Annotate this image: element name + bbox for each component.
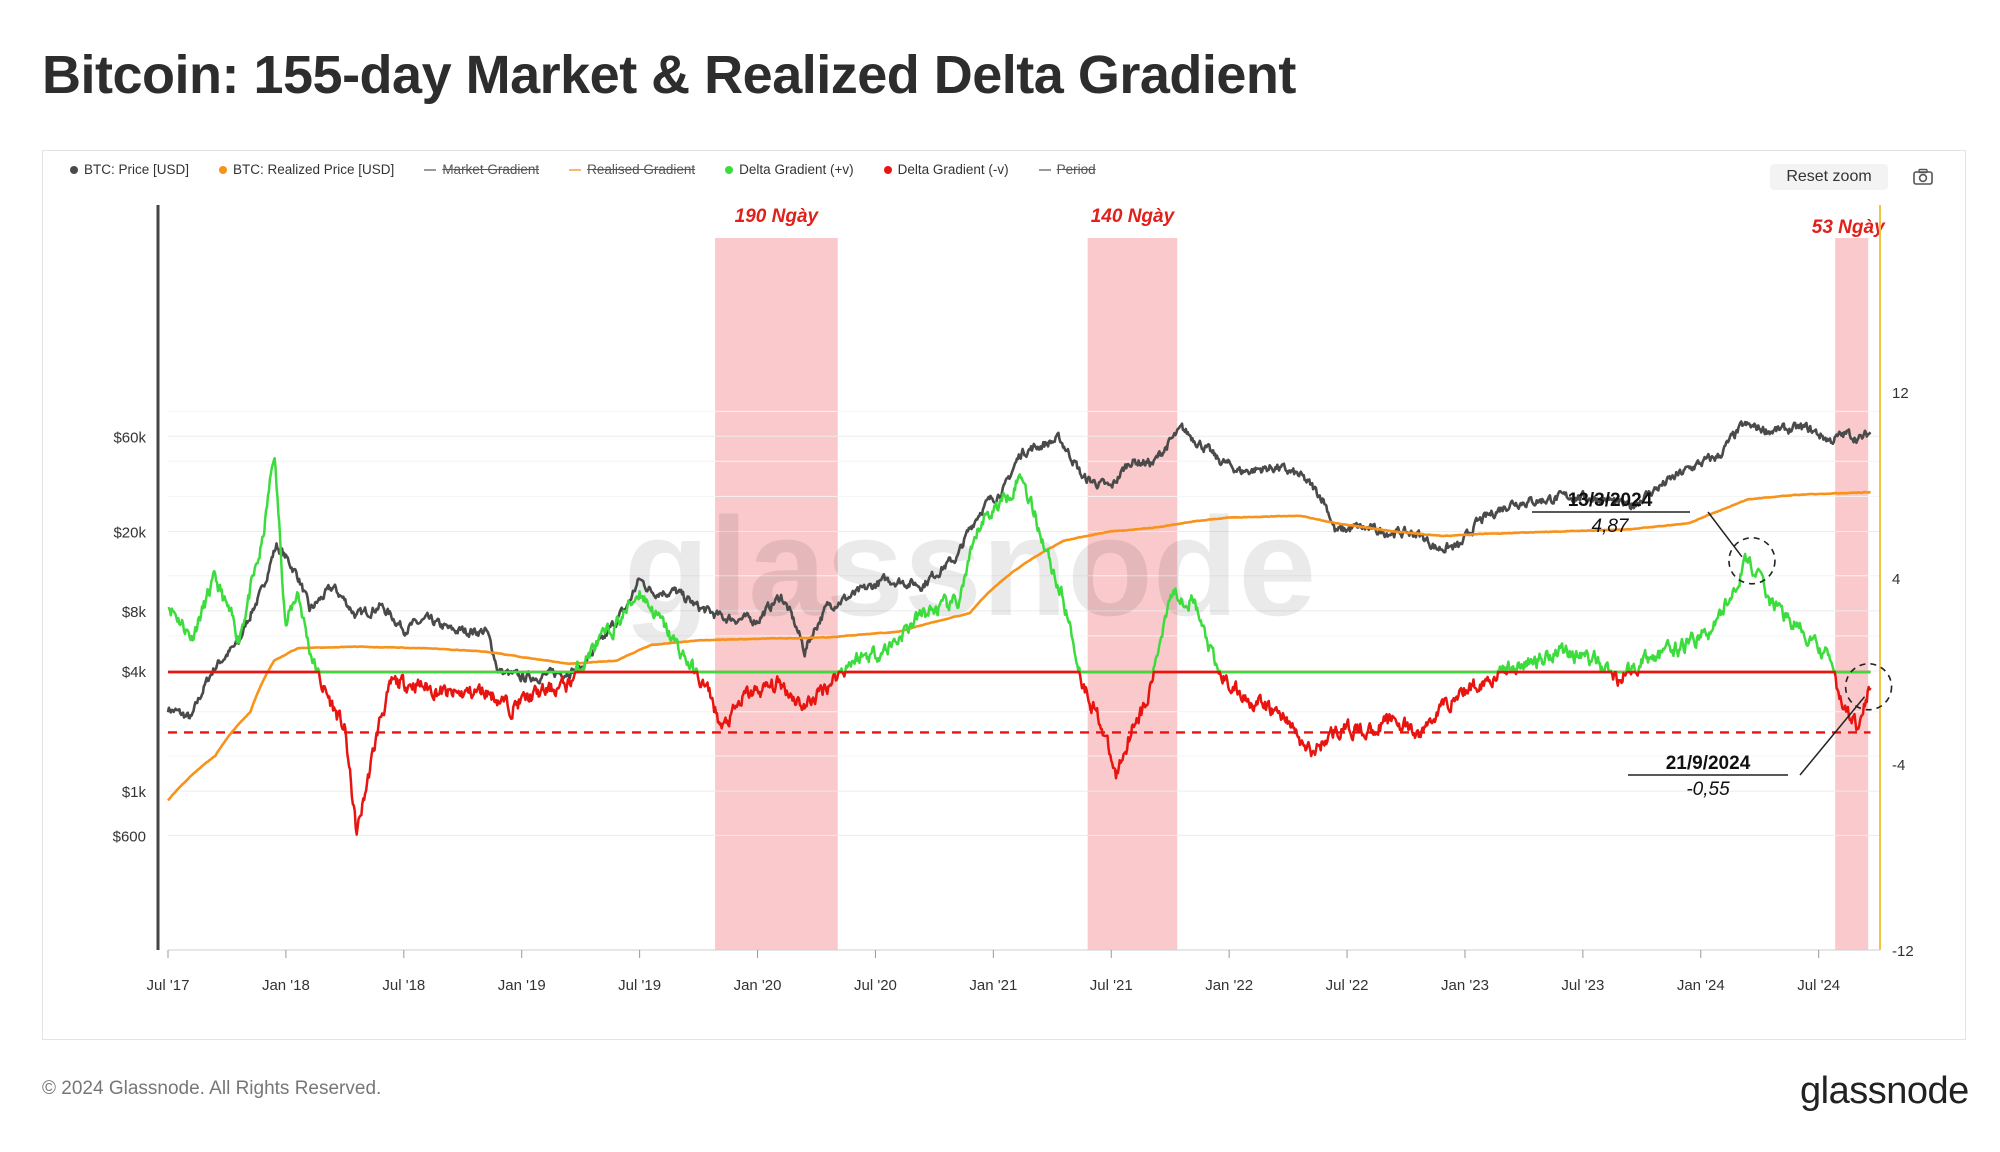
legend-line-icon [424, 168, 437, 171]
y-left-tick-label: $20k [113, 525, 146, 542]
chart-title: Bitcoin: 155-day Market & Realized Delta… [42, 45, 1296, 105]
series-delta-negative [167, 670, 1872, 836]
legend-label: Realised Gradient [587, 162, 696, 177]
glassnode-logo: glassnode [1800, 1070, 1969, 1112]
legend-label: Period [1056, 162, 1096, 177]
period-label: 140 Ngày [1091, 206, 1176, 227]
legend-line-icon [569, 168, 582, 171]
legend-label: Delta Gradient (+v) [739, 162, 854, 177]
x-tick-label: Jan '23 [1441, 977, 1489, 994]
series-btc-price [166, 420, 1872, 720]
legend-label: BTC: Price [USD] [84, 162, 190, 177]
legend-item-realised-gradient[interactable]: Realised Gradient [569, 162, 695, 177]
legend-item-btc-price-usd[interactable]: BTC: Price [USD] [70, 162, 189, 177]
x-tick-label: Jan '18 [262, 977, 310, 994]
legend-dot-icon [219, 165, 228, 174]
legend-dot-icon [883, 165, 892, 174]
shaded-period [715, 238, 838, 950]
legend-label: BTC: Realized Price [USD] [233, 162, 395, 177]
camera-icon[interactable] [1912, 166, 1934, 188]
annotation-pointer [1799, 696, 1866, 776]
legend-item-delta-gradient-v[interactable]: Delta Gradient (-v) [883, 162, 1009, 177]
x-tick-label: Jan '22 [1205, 977, 1253, 994]
y-right-tick-label: 12 [1892, 385, 1909, 402]
annotation-date: 13/3/2024 [1568, 490, 1653, 511]
x-tick-label: Jan '21 [969, 977, 1017, 994]
shaded-period [1835, 238, 1869, 950]
y-right-tick-label: -12 [1892, 943, 1914, 960]
x-tick-label: Jan '19 [498, 977, 546, 994]
y-right-tick-label: 4 [1892, 571, 1900, 588]
x-tick-label: Jul '23 [1561, 977, 1604, 994]
legend-dot-icon [70, 165, 78, 174]
series-realized-price [166, 490, 1871, 802]
annotation-date: 21/9/2024 [1666, 753, 1751, 774]
x-tick-label: Jul '24 [1797, 977, 1840, 994]
chart-legend: BTC: Price [USD] BTC: Realized Price [USD… [70, 162, 1096, 177]
y-right-tick-label: -4 [1892, 757, 1905, 774]
series-delta-positive [167, 456, 1871, 674]
chart-frame [42, 150, 1966, 1040]
y-left-tick-label: $4k [122, 664, 147, 681]
legend-label: Delta Gradient (-v) [897, 162, 1009, 177]
annotation-circle [1728, 536, 1776, 585]
x-tick-label: Jul '20 [854, 977, 897, 994]
legend-item-btc-realized-price-usd[interactable]: BTC: Realized Price [USD] [219, 162, 394, 177]
x-tick-label: Jul '22 [1326, 977, 1369, 994]
y-left-tick-label: $60k [113, 429, 146, 446]
annotation-value: 4,87 [1592, 516, 1630, 537]
x-tick-label: Jan '20 [734, 977, 782, 994]
y-left-tick-label: $600 [113, 828, 146, 845]
period-label: 53 Ngày [1812, 217, 1886, 238]
x-tick-label: Jul '17 [147, 977, 190, 994]
legend-item-market-gradient[interactable]: Market Gradient [424, 162, 539, 177]
x-tick-label: Jul '19 [618, 977, 661, 994]
annotation-value: -0,55 [1686, 779, 1730, 800]
legend-dot-icon [725, 165, 734, 174]
shaded-period [1087, 238, 1178, 950]
legend-item-delta-gradient-v[interactable]: Delta Gradient (+v) [725, 162, 854, 177]
y-left-tick-label: $1k [122, 784, 147, 801]
legend-label: Market Gradient [442, 162, 540, 177]
period-label: 190 Ngày [735, 206, 820, 227]
x-tick-label: Jul '18 [382, 977, 425, 994]
y-left-tick-label: $8k [122, 604, 147, 621]
annotation-pointer [1707, 511, 1743, 558]
legend-item-period[interactable]: Period [1038, 162, 1096, 177]
annotation-circle [1844, 662, 1893, 711]
legend-line-icon [1038, 168, 1051, 171]
reset-zoom-button[interactable]: Reset zoom [1770, 164, 1888, 190]
x-tick-label: Jul '21 [1090, 977, 1133, 994]
copyright-text: © 2024 Glassnode. All Rights Reserved. [42, 1078, 382, 1099]
x-tick-label: Jan '24 [1677, 977, 1725, 994]
